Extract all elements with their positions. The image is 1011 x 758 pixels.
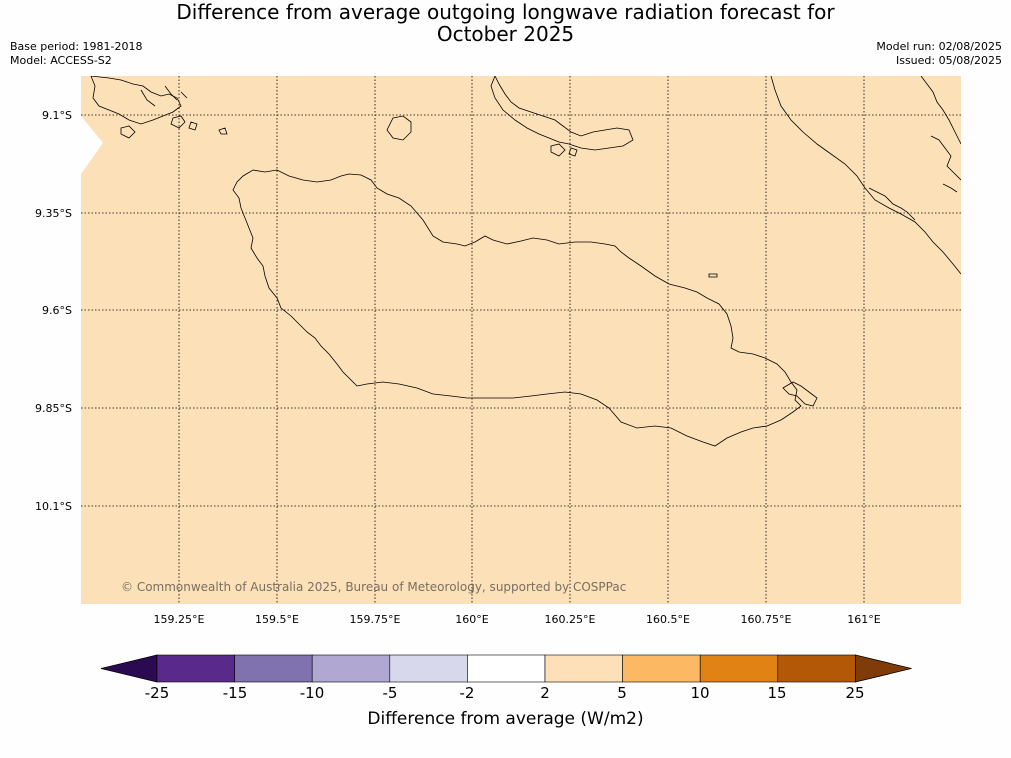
small-island [386, 115, 412, 141]
lon-tick-label: 160.5°E [646, 613, 690, 626]
map-canvas [81, 76, 961, 604]
colorbar-tick-label: -10 [299, 684, 325, 702]
colorbar-min-arrow [100, 654, 158, 683]
forecast-fill [81, 76, 961, 604]
colorbar-cell [467, 654, 546, 683]
lon-tick-label: 160.75°E [740, 613, 792, 626]
no-data-notch [81, 116, 103, 174]
issued-text: Issued: 05/08/2025 [895, 54, 1002, 67]
malaita-islets [868, 183, 958, 221]
lat-tick-label: 9.35°S [35, 207, 72, 220]
chart-title: Difference from average outgoing longwav… [0, 1, 1011, 45]
florida-islands-coastline [490, 76, 634, 151]
florida-islets [550, 143, 578, 157]
coastlines [81, 76, 961, 447]
colorbar-title: Difference from average (W/m2) [367, 709, 644, 729]
tiny-islet [708, 273, 718, 278]
colorbar-tick-label: 10 [690, 684, 710, 702]
colorbar-tick-label: -25 [144, 684, 170, 702]
lon-tick-label: 161°E [847, 613, 881, 626]
meta-right: Model run: 02/08/2025 Issued: 05/08/2025 [876, 40, 1002, 68]
top-left-islands-coastline [90, 76, 182, 125]
colorbar-max-arrow [855, 654, 912, 683]
colorbar-cell [311, 654, 391, 683]
map-panel: © Commonwealth of Australia 2025, Bureau… [81, 76, 961, 604]
model-text: Model: ACCESS-S2 [10, 54, 112, 67]
colorbar-tick-label: -5 [382, 684, 398, 702]
lat-tick-label: 10.1°S [35, 500, 72, 513]
colorbar-cell [622, 654, 701, 683]
colorbar-cell [156, 654, 235, 683]
lon-tick-label: 159.75°E [349, 613, 401, 626]
lat-tick-label: 9.85°S [35, 402, 72, 415]
colorbar-tick-label: -2 [459, 684, 475, 702]
colorbar-tick-label: -15 [222, 684, 248, 702]
copyright-notice: © Commonwealth of Australia 2025, Bureau… [121, 580, 627, 594]
guadalcanal-east-islets [782, 381, 818, 407]
colorbar-cell [389, 654, 468, 683]
colorbar-cell [234, 654, 313, 683]
colorbar-cell [699, 654, 779, 683]
colorbar-tick-label: 2 [540, 684, 550, 702]
colorbar-tick-label: 15 [767, 684, 787, 702]
lon-tick-label: 159.25°E [153, 613, 205, 626]
colorbar-cell [777, 654, 856, 683]
title-line-2: October 2025 [436, 22, 575, 46]
gridlines [81, 76, 961, 604]
colorbar [100, 654, 912, 683]
colorbar-cell [544, 654, 623, 683]
base-period-text: Base period: 1981-2018 [10, 40, 143, 53]
colorbar-tick-label: 5 [617, 684, 627, 702]
guadalcanal-coastline [232, 169, 802, 447]
malaita-north-coast [920, 76, 961, 145]
title-line-1: Difference from average outgoing longwav… [176, 0, 835, 24]
malaita-coastline [770, 76, 961, 275]
lon-tick-label: 160°E [455, 613, 489, 626]
top-left-islets [120, 115, 228, 139]
lon-tick-label: 160.25°E [544, 613, 596, 626]
colorbar-tick-label: 25 [845, 684, 865, 702]
model-run-text: Model run: 02/08/2025 [876, 40, 1002, 53]
malaita-inner [930, 135, 961, 181]
lon-tick-label: 159.5°E [255, 613, 299, 626]
top-left-reefs [140, 85, 188, 107]
meta-left: Base period: 1981-2018 Model: ACCESS-S2 [10, 40, 142, 68]
lat-tick-label: 9.6°S [42, 304, 72, 317]
lat-tick-label: 9.1°S [42, 109, 72, 122]
